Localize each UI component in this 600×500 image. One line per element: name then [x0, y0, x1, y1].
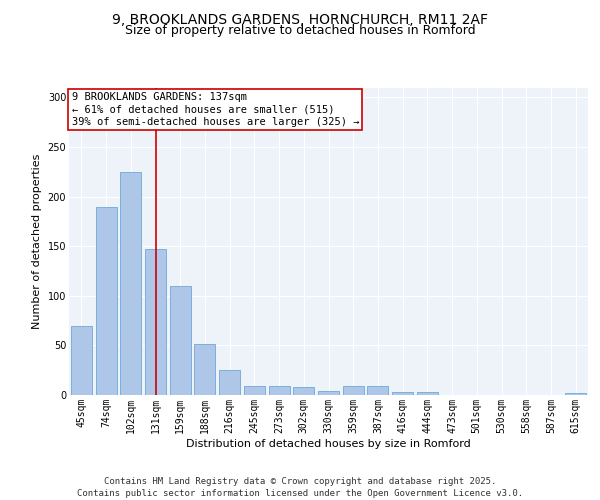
Bar — [417, 392, 438, 395]
Text: 9, BROOKLANDS GARDENS, HORNCHURCH, RM11 2AF: 9, BROOKLANDS GARDENS, HORNCHURCH, RM11 … — [112, 12, 488, 26]
Bar — [343, 386, 364, 395]
Bar — [71, 326, 92, 395]
Text: 9 BROOKLANDS GARDENS: 137sqm
← 61% of detached houses are smaller (515)
39% of s: 9 BROOKLANDS GARDENS: 137sqm ← 61% of de… — [71, 92, 359, 127]
Bar — [194, 344, 215, 395]
Bar — [565, 393, 586, 395]
Bar — [293, 387, 314, 395]
Bar — [145, 249, 166, 395]
Bar — [95, 206, 116, 395]
Bar — [244, 386, 265, 395]
Bar — [269, 386, 290, 395]
Y-axis label: Number of detached properties: Number of detached properties — [32, 154, 42, 329]
Bar — [170, 286, 191, 395]
Bar — [120, 172, 141, 395]
Text: Size of property relative to detached houses in Romford: Size of property relative to detached ho… — [125, 24, 475, 37]
Bar — [367, 386, 388, 395]
Bar — [318, 391, 339, 395]
Text: Contains HM Land Registry data © Crown copyright and database right 2025.
Contai: Contains HM Land Registry data © Crown c… — [77, 476, 523, 498]
Bar — [392, 392, 413, 395]
X-axis label: Distribution of detached houses by size in Romford: Distribution of detached houses by size … — [186, 438, 471, 448]
Bar — [219, 370, 240, 395]
